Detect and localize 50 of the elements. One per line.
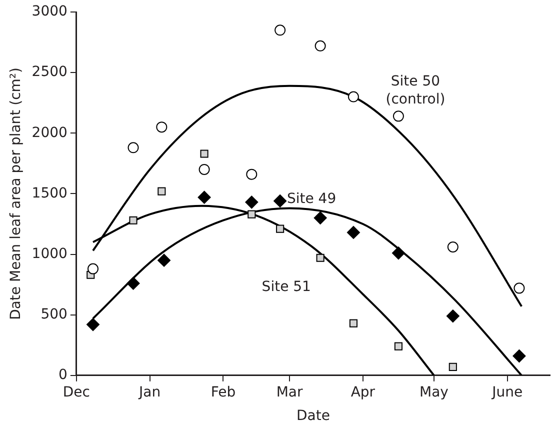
- x-tick-label: Apr: [350, 384, 376, 400]
- point: [446, 310, 460, 323]
- point: [86, 318, 100, 332]
- y-tick-label: 2500: [32, 64, 68, 80]
- point: [246, 168, 258, 180]
- point: [245, 196, 258, 209]
- point: [512, 350, 526, 363]
- series-label: Site 51: [262, 279, 311, 296]
- point: [316, 254, 324, 262]
- point: [200, 150, 208, 158]
- x-tick-label: Jan: [138, 384, 161, 400]
- point: [314, 211, 327, 224]
- point: [158, 187, 166, 196]
- x-tick-label: May: [420, 384, 448, 400]
- point: [274, 194, 287, 208]
- point: [274, 24, 286, 36]
- series-label: Site 49: [286, 190, 336, 207]
- y-tick-label: 3000: [32, 4, 68, 20]
- point: [126, 276, 140, 290]
- point: [349, 319, 358, 328]
- point: [156, 122, 168, 133]
- y-tick-label: 2000: [32, 124, 68, 141]
- point: [129, 216, 138, 224]
- point: [248, 210, 256, 218]
- y-axis-title: Date Mean leaf area per plant (cm²): [8, 68, 24, 320]
- point: [348, 91, 359, 102]
- point: [514, 282, 525, 294]
- point: [198, 190, 211, 204]
- point: [448, 362, 457, 371]
- x-tick-label: Mar: [276, 384, 303, 400]
- point: [346, 226, 360, 239]
- point: [158, 254, 171, 267]
- series-label: Site 50 (control): [386, 73, 446, 108]
- y-tick-label: 500: [40, 306, 68, 322]
- point: [392, 246, 405, 260]
- y-tick-label: 1500: [32, 185, 68, 202]
- x-tick-label: Feb: [210, 384, 236, 400]
- point: [128, 142, 139, 154]
- point: [314, 40, 326, 52]
- point: [198, 164, 210, 175]
- point: [276, 224, 284, 233]
- y-tick-label: 0: [58, 367, 68, 384]
- point: [394, 342, 402, 350]
- point: [392, 110, 404, 122]
- point: [88, 263, 99, 274]
- x-tick-label: June: [491, 384, 523, 400]
- x-tick-label: Dec: [62, 384, 90, 400]
- x-axis-title: Date: [296, 408, 330, 424]
- y-tick-label: 1000: [32, 246, 68, 262]
- point: [447, 242, 458, 252]
